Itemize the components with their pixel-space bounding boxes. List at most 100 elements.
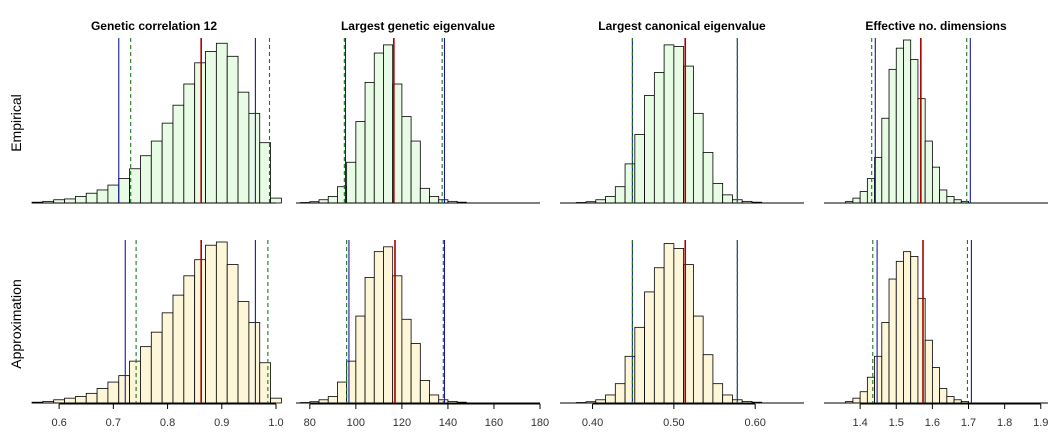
x-tick-label: 1.0 xyxy=(268,417,283,429)
histogram-bar xyxy=(337,381,348,404)
histogram-bar xyxy=(85,392,98,404)
histogram-bar xyxy=(270,197,282,204)
histogram-bar xyxy=(327,396,338,404)
histogram-bar xyxy=(881,117,890,204)
histogram-bar xyxy=(895,47,904,204)
histogram-bar xyxy=(383,246,394,404)
histogram-bar xyxy=(248,112,261,204)
histogram-bar xyxy=(74,196,87,204)
histogram-bar xyxy=(215,241,228,404)
histogram-bar xyxy=(866,178,875,204)
histogram-bar xyxy=(946,396,955,404)
histogram-bar xyxy=(364,81,375,204)
histogram-bar xyxy=(129,360,141,404)
histogram-bar xyxy=(74,396,87,404)
histogram-bar xyxy=(96,189,109,204)
histogram-bar xyxy=(702,354,714,404)
histogram-bar xyxy=(722,194,733,204)
histogram-bar xyxy=(346,161,357,204)
x-tick-label: 100 xyxy=(347,417,365,429)
x-tick-label: 160 xyxy=(485,417,503,429)
histogram-bar xyxy=(237,91,250,204)
histogram-bar xyxy=(373,251,384,404)
histogram-1-1 xyxy=(296,240,540,404)
histogram-bar xyxy=(172,294,185,404)
histogram-bar xyxy=(140,346,152,404)
histogram-bar xyxy=(910,256,919,404)
histogram-bar xyxy=(910,59,919,204)
histogram-bar xyxy=(194,62,206,204)
histogram-bar xyxy=(150,140,163,204)
histogram-0-0 xyxy=(31,38,282,204)
histogram-2-0 xyxy=(560,38,804,204)
x-tick-label: 0.40 xyxy=(582,417,603,429)
histogram-bar xyxy=(118,178,131,204)
histogram-panels xyxy=(31,38,1048,404)
histogram-bar xyxy=(859,191,868,204)
histogram-bar xyxy=(85,192,98,204)
histogram-bar xyxy=(205,51,217,204)
histogram-bar xyxy=(702,152,714,204)
histogram-bar xyxy=(866,376,875,404)
histogram-3-0 xyxy=(824,38,1048,204)
histogram-bar xyxy=(392,275,403,404)
histogram-bar xyxy=(895,260,904,404)
panel-title: Effective no. dimensions xyxy=(865,19,1007,33)
histogram-bar xyxy=(410,343,421,404)
x-tick-label: 80 xyxy=(304,417,316,429)
histogram-bar xyxy=(205,244,217,404)
x-tick-label: 0.9 xyxy=(214,417,229,429)
histogram-bar xyxy=(96,388,109,404)
histogram-bar xyxy=(355,121,366,204)
histogram-bar xyxy=(364,277,375,404)
histogram-bar xyxy=(64,198,76,204)
x-tick-label: 1.4 xyxy=(852,417,867,429)
x-tick-label: 1.9 xyxy=(1033,417,1048,429)
histogram-bar xyxy=(410,140,421,204)
histogram-3-1 xyxy=(824,240,1048,404)
histogram-bar xyxy=(852,397,861,404)
histogram-bar xyxy=(888,68,897,204)
histogram-bar xyxy=(614,383,626,404)
x-tick-label: 0.60 xyxy=(744,417,765,429)
histogram-bar xyxy=(644,95,655,204)
histogram-bar xyxy=(931,166,941,204)
histogram-bar xyxy=(924,339,933,404)
histogram-bar xyxy=(429,394,440,404)
histogram-bar xyxy=(917,297,926,404)
histogram-bar xyxy=(931,367,941,404)
x-tick-label: 1.8 xyxy=(997,417,1012,429)
histogram-bar xyxy=(692,112,704,204)
histogram-bar xyxy=(429,196,440,204)
histogram-bar xyxy=(183,275,196,404)
histogram-bar xyxy=(118,375,131,404)
x-tick-label: 0.8 xyxy=(160,417,175,429)
histogram-bar xyxy=(903,251,912,404)
x-tick-label: 180 xyxy=(531,417,549,429)
histogram-bar xyxy=(903,39,912,204)
panel-title: Largest genetic eigenvalue xyxy=(341,19,495,33)
histogram-bar xyxy=(237,301,250,404)
histogram-bar xyxy=(663,243,675,404)
histogram-bar xyxy=(107,184,120,204)
histogram-bar xyxy=(419,380,430,404)
histogram-bar xyxy=(419,187,430,204)
histogram-bar xyxy=(215,42,228,204)
x-tick-label: 0.6 xyxy=(51,417,66,429)
histogram-bar xyxy=(924,140,933,204)
histogram-bar xyxy=(605,394,616,404)
histogram-0-1 xyxy=(31,240,282,404)
histogram-bar xyxy=(327,196,338,204)
histogram-bar xyxy=(673,46,685,204)
x-tick-label: 1.6 xyxy=(925,417,940,429)
histogram-bar xyxy=(881,322,890,404)
histogram-bar xyxy=(373,52,384,204)
histogram-bar xyxy=(64,397,76,404)
histogram-bar xyxy=(634,134,645,204)
histogram-bar xyxy=(634,326,645,404)
histogram-bar xyxy=(107,381,120,404)
histogram-bar xyxy=(401,318,412,404)
row-label-empirical: Empirical xyxy=(8,94,24,152)
histogram-bar xyxy=(939,388,948,404)
x-tick-label: 1.7 xyxy=(961,417,976,429)
